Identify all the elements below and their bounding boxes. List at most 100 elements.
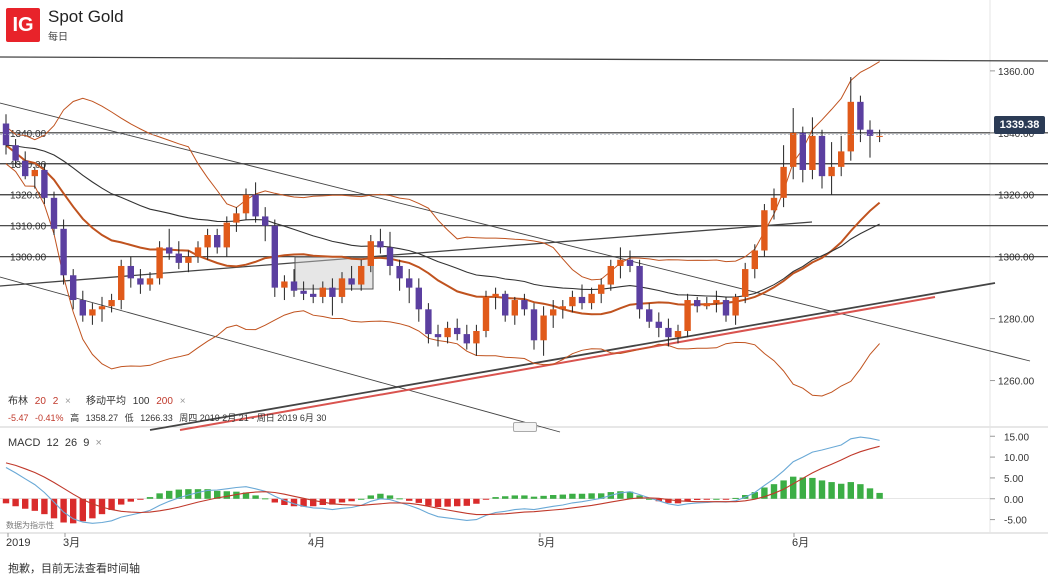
candle-body	[828, 166, 835, 177]
candle	[319, 281, 326, 304]
candle-body	[463, 334, 470, 344]
macd-histogram-bar	[540, 495, 547, 499]
candle-body	[156, 247, 163, 279]
macd-histogram-bar	[60, 498, 67, 523]
candle	[444, 321, 451, 344]
candle	[214, 228, 221, 254]
candle-body	[386, 247, 394, 266]
y-axis-tick-label: 1360.00	[998, 67, 1035, 78]
candle-body	[847, 101, 854, 152]
candle	[876, 129, 883, 143]
bollinger-dev[interactable]: 2	[52, 396, 59, 407]
macd-histogram-bar	[262, 498, 269, 500]
candle-body	[396, 265, 403, 279]
macd-histogram-bar	[396, 498, 403, 500]
macd-fast[interactable]: 12	[46, 437, 59, 449]
candle-body	[866, 129, 874, 136]
macd-histogram-bar	[367, 495, 374, 499]
candle	[511, 296, 518, 325]
remove-macd-button[interactable]: ×	[95, 437, 102, 449]
time-axis-label: 6月	[792, 537, 809, 549]
remove-bollinger-button[interactable]: ×	[65, 396, 71, 407]
candle	[770, 188, 778, 220]
candle	[290, 269, 298, 297]
candle	[22, 151, 29, 180]
candle	[847, 77, 854, 161]
candle	[857, 95, 864, 143]
bollinger-period[interactable]: 20	[34, 396, 46, 407]
macd-histogram-bar	[473, 498, 480, 504]
macd-histogram-bar	[598, 493, 605, 499]
candle	[818, 129, 826, 189]
candle-body	[60, 228, 67, 276]
current-price-tag: 1339.38	[994, 116, 1045, 134]
candle	[194, 241, 202, 263]
candle-body	[367, 241, 374, 266]
candle	[146, 272, 154, 291]
candle	[60, 219, 67, 285]
candle-body	[377, 241, 384, 248]
macd-label: MACD	[8, 437, 41, 449]
candle	[415, 278, 422, 322]
candle-body	[50, 197, 58, 229]
macd-histogram-bar	[799, 477, 806, 499]
level-label: 1340.00	[10, 129, 47, 140]
pane-resize-handle[interactable]	[513, 422, 537, 432]
ma-period-1[interactable]: 100	[132, 396, 150, 407]
candle-body	[761, 210, 768, 251]
macd-slow[interactable]: 26	[64, 437, 78, 449]
candle	[310, 284, 317, 304]
macd-histogram-bar	[386, 495, 394, 499]
candle	[655, 312, 662, 338]
macd-histogram-bar	[185, 489, 192, 499]
candle	[175, 241, 182, 270]
ma-period-2[interactable]: 200	[156, 396, 173, 407]
candle	[799, 126, 806, 183]
candle-body	[780, 166, 787, 198]
candle-body	[578, 296, 586, 304]
candle-body	[799, 132, 806, 170]
macd-histogram-bar	[281, 498, 288, 505]
candle	[242, 188, 250, 220]
candle-body	[300, 290, 307, 294]
candle-body	[646, 309, 653, 322]
macd-histogram-bar	[463, 498, 470, 506]
macd-signal[interactable]: 9	[83, 437, 90, 449]
macd-histogram-bar	[79, 498, 86, 522]
candle	[492, 287, 499, 310]
candle-body	[703, 303, 710, 307]
macd-histogram-bar	[732, 497, 739, 499]
time-axis-label: 3月	[63, 537, 80, 549]
remove-ma-button[interactable]: ×	[179, 396, 186, 407]
candle	[12, 139, 19, 167]
macd-histogram-bar	[166, 490, 173, 499]
candle-body	[674, 331, 682, 338]
macd-histogram-bar	[41, 498, 48, 515]
candle	[780, 145, 787, 208]
macd-histogram-bar	[713, 498, 720, 500]
candle-body	[588, 293, 595, 304]
candle	[50, 191, 58, 235]
candle	[300, 281, 307, 301]
candle-body	[108, 300, 115, 307]
candle	[838, 135, 845, 177]
candle	[742, 262, 749, 304]
candle-body	[857, 101, 864, 130]
macd-histogram-bar	[828, 482, 835, 499]
macd-histogram-bar	[223, 491, 230, 499]
macd-histogram-bar	[876, 492, 883, 499]
candle-body	[838, 151, 845, 167]
macd-histogram-bar	[377, 493, 384, 499]
candle	[626, 250, 634, 273]
y-axis-tick-label: 1260.00	[998, 377, 1035, 388]
candle-body	[310, 293, 317, 297]
candle-body	[415, 287, 422, 310]
macd-histogram-bar	[751, 492, 758, 499]
candle	[790, 108, 797, 180]
candle	[732, 293, 739, 325]
level-label: 1310.00	[10, 222, 47, 233]
candle-body	[79, 300, 86, 316]
candle-body	[473, 331, 480, 344]
